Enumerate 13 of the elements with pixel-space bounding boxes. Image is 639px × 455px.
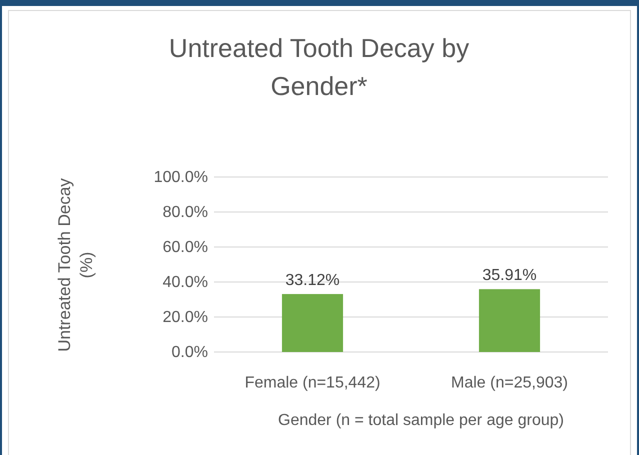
data-label: 35.91%	[482, 267, 537, 284]
x-tick-label: Female (n=15,442)	[244, 374, 380, 392]
y-tick-label: 60.0%	[162, 239, 208, 256]
y-axis-title: Untreated Tooth Decay (%)	[55, 178, 96, 352]
x-tick-label: Male (n=25,903)	[451, 374, 568, 392]
x-axis-title: Gender (n = total sample per age group)	[278, 412, 564, 429]
y-tick-label: 40.0%	[162, 274, 208, 292]
y-tick-label: 20.0%	[162, 309, 208, 326]
chart-title: Untreated Tooth Decay by Gender*	[168, 33, 470, 101]
y-tick-label: 100.0%	[154, 169, 208, 186]
y-tick-label: 80.0%	[162, 204, 208, 222]
y-tick-label: 0.0%	[172, 344, 208, 362]
data-label: 33.12%	[285, 272, 340, 290]
